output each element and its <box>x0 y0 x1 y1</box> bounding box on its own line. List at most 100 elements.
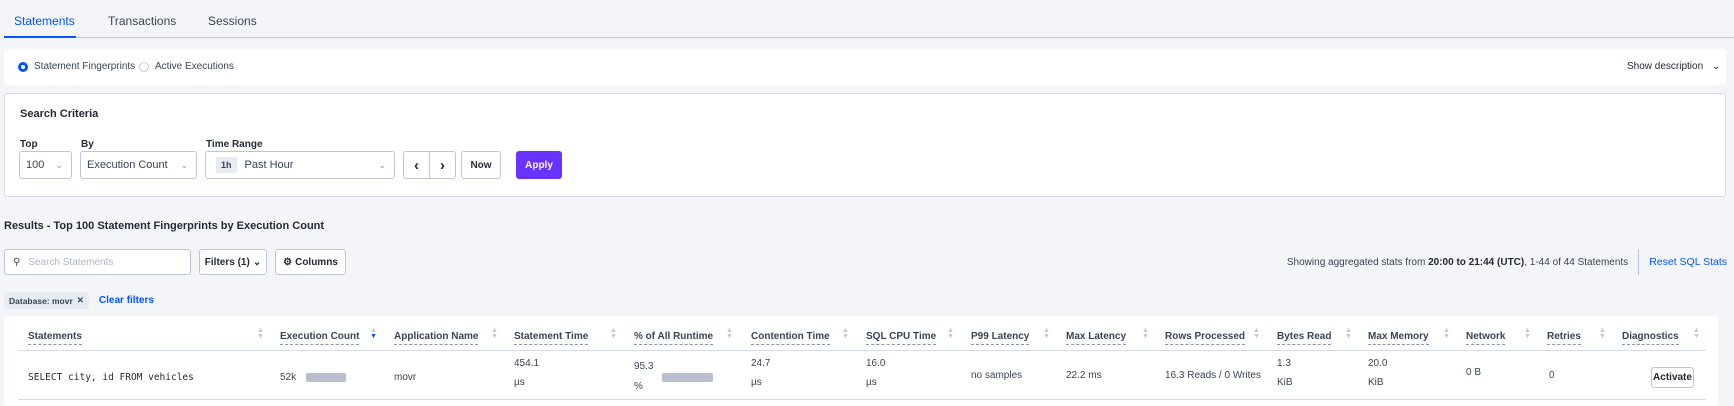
now-button[interactable]: Now <box>461 151 501 179</box>
chevron-down-icon: ⌄ <box>180 159 188 170</box>
search-criteria-panel: Search Criteria Top By Time Range <box>4 93 1726 197</box>
radio-label-active[interactable]: Active Executions <box>155 61 234 72</box>
header-divider <box>18 350 1706 351</box>
row-divider <box>18 399 1706 400</box>
sort-icon[interactable]: ▲ ▼ <box>491 327 498 340</box>
time-range-select[interactable]: 1h Past Hour ⌄ <box>205 151 395 179</box>
top-value: 100 <box>26 159 45 171</box>
sort-icon[interactable]: ▲ ▼ <box>1443 327 1450 340</box>
network: 0 B <box>1466 367 1482 378</box>
sort-icon[interactable]: ▲ ▼ <box>1524 327 1531 340</box>
radio-active-executions[interactable] <box>139 62 149 72</box>
close-icon[interactable]: ✕ <box>76 295 84 305</box>
sort-icon[interactable]: ▲ ▼ <box>1599 327 1606 340</box>
bytes-read-unit: KiB <box>1277 377 1293 388</box>
column-header[interactable]: P99 Latency <box>971 331 1030 345</box>
sort-icon[interactable]: ▲ ▼ <box>726 327 733 340</box>
column-header[interactable]: Bytes Read <box>1277 331 1332 345</box>
time-next-button[interactable]: › <box>429 151 456 179</box>
max-memory: 20.0 <box>1368 358 1388 369</box>
statement-link[interactable]: SELECT city, id FROM vehicles <box>28 372 194 383</box>
stats-summary: Showing aggregated stats from 20:00 to 2… <box>1287 257 1628 268</box>
sort-icon[interactable]: ▲ ▼ <box>1253 327 1260 340</box>
time-prev-button[interactable]: ‹ <box>403 151 430 179</box>
filter-chip-database: Database: movr ✕ <box>4 292 89 309</box>
reset-sql-stats-link[interactable]: Reset SQL Stats <box>1649 256 1727 268</box>
sort-icon[interactable]: ▲ ▼ <box>1693 327 1700 340</box>
radio-statement-fingerprints[interactable] <box>18 62 28 72</box>
columns-button[interactable]: ⚙ Columns <box>275 249 346 275</box>
tab-sessions[interactable]: Sessions <box>208 14 257 28</box>
statements-table <box>4 316 1718 406</box>
activate-diagnostics-button[interactable]: Activate <box>1651 367 1694 388</box>
p99-latency: no samples <box>971 370 1023 381</box>
top-select[interactable]: 100 ⌄ <box>19 151 72 179</box>
top-label: Top <box>20 139 38 150</box>
time-value: Past Hour <box>244 159 294 171</box>
column-header[interactable]: Statements <box>28 331 82 345</box>
summary-count: , 1-44 of 44 Statements <box>1524 256 1629 268</box>
by-value: Execution Count <box>87 159 168 171</box>
time-badge: 1h <box>216 157 237 173</box>
by-select[interactable]: Execution Count ⌄ <box>80 151 197 179</box>
search-icon: ⚲ <box>13 256 21 268</box>
by-label: By <box>81 139 94 150</box>
time-range-label: Time Range <box>206 139 263 150</box>
column-header[interactable]: Contention Time <box>751 331 830 345</box>
column-header[interactable]: Retries <box>1547 331 1581 345</box>
columns-label: Columns <box>295 256 338 268</box>
active-filters: Database: movr ✕ Clear filters <box>4 292 154 309</box>
view-panel: Statement Fingerprints Active Executions… <box>4 49 1726 85</box>
filters-label: Filters (1) <box>204 256 250 268</box>
search-criteria-title: Search Criteria <box>20 108 99 120</box>
tab-statements[interactable]: Statements <box>14 14 75 28</box>
execution-count: 52k <box>280 372 297 383</box>
sort-icon[interactable]: ▲ ▼ <box>1345 327 1352 340</box>
column-header[interactable]: Statement Time <box>514 331 589 345</box>
search-placeholder: Search Statements <box>28 256 114 268</box>
column-header[interactable]: Max Memory <box>1368 331 1429 345</box>
sort-icon[interactable]: ▲ ▼ <box>610 327 617 340</box>
column-header[interactable]: SQL CPU Time <box>866 331 937 345</box>
search-statements-input[interactable]: ⚲ Search Statements <box>4 249 191 275</box>
gear-icon: ⚙ <box>283 256 293 268</box>
stats-summary-bar: Showing aggregated stats from 20:00 to 2… <box>1287 249 1727 275</box>
summary-time-range: 20:00 to 21:44 (UTC) <box>1428 256 1525 268</box>
active-tab-indicator <box>4 36 76 38</box>
chevron-right-icon: › <box>440 156 445 174</box>
chevron-down-icon: ⌄ <box>55 159 63 170</box>
tabs-divider <box>4 37 1734 38</box>
chip-label: Database: movr <box>9 295 73 306</box>
divider <box>1638 249 1640 275</box>
sort-icon[interactable]: ▲ ▼ <box>370 327 377 340</box>
sort-icon[interactable]: ▲ ▼ <box>947 327 954 340</box>
chevron-down-icon: ⌄ <box>1711 61 1721 72</box>
sort-icon[interactable]: ▲ ▼ <box>1043 327 1050 340</box>
sort-icon[interactable]: ▲ ▼ <box>1142 327 1149 340</box>
contention-time-unit: µs <box>751 377 762 388</box>
tab-transactions[interactable]: Transactions <box>108 14 177 28</box>
filters-button[interactable]: Filters (1) ⌄ <box>199 249 267 275</box>
show-description-toggle[interactable]: Show description ⌄ <box>1627 61 1720 72</box>
summary-prefix: Showing aggregated stats from <box>1286 256 1429 268</box>
sort-icon[interactable]: ▲ ▼ <box>842 327 849 340</box>
chevron-down-icon: ⌄ <box>252 256 262 268</box>
contention-time: 24.7 <box>751 358 771 369</box>
clear-filters-link[interactable]: Clear filters <box>98 295 154 306</box>
radio-label-fingerprints[interactable]: Statement Fingerprints <box>34 61 136 72</box>
max-latency: 22.2 ms <box>1066 370 1102 381</box>
apply-button[interactable]: Apply <box>516 151 562 179</box>
column-header[interactable]: Execution Count <box>280 331 360 345</box>
chevron-down-icon: ⌄ <box>378 159 386 170</box>
column-header[interactable]: Max Latency <box>1066 331 1127 345</box>
column-header[interactable]: Network <box>1466 331 1506 345</box>
statement-time: 454.1 <box>514 358 540 369</box>
retries: 0 <box>1549 370 1555 381</box>
column-header[interactable]: Diagnostics <box>1622 331 1679 345</box>
column-header[interactable]: Rows Processed <box>1165 331 1246 345</box>
sql-cpu-time-unit: µs <box>866 377 877 388</box>
sort-icon[interactable]: ▲ ▼ <box>257 327 264 340</box>
column-header[interactable]: Application Name <box>394 331 479 345</box>
column-header[interactable]: % of All Runtime <box>634 331 714 345</box>
results-title: Results - Top 100 Statement Fingerprints… <box>4 220 325 232</box>
